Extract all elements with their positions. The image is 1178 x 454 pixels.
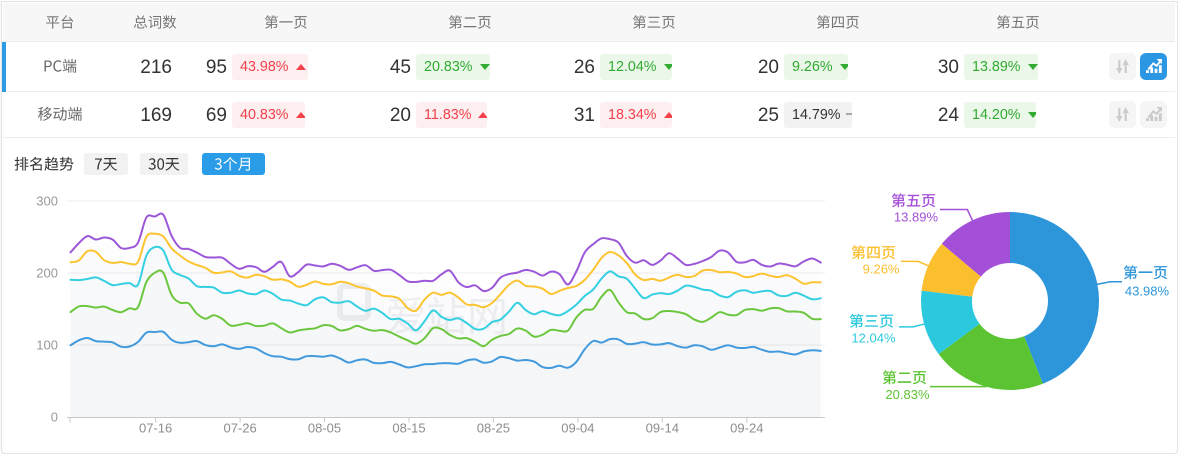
- svg-text:200: 200: [36, 266, 58, 281]
- svg-text:09-24: 09-24: [730, 421, 763, 436]
- svg-text:09-04: 09-04: [561, 421, 594, 436]
- svg-text:100: 100: [36, 338, 58, 353]
- svg-text:300: 300: [36, 194, 58, 209]
- svg-text:9.26%: 9.26%: [863, 262, 900, 277]
- svg-text:08-15: 08-15: [392, 421, 425, 436]
- svg-text:07-26: 07-26: [223, 421, 256, 436]
- svg-text:13.89%: 13.89%: [894, 210, 939, 225]
- svg-text:20.83%: 20.83%: [885, 387, 930, 402]
- svg-text:09-14: 09-14: [646, 421, 679, 436]
- svg-text:08-05: 08-05: [308, 421, 341, 436]
- svg-text:0: 0: [51, 410, 58, 425]
- svg-text:08-25: 08-25: [477, 421, 510, 436]
- svg-text:12.04%: 12.04%: [851, 331, 896, 346]
- svg-text:43.98%: 43.98%: [1125, 284, 1170, 299]
- svg-text:07-16: 07-16: [139, 421, 172, 436]
